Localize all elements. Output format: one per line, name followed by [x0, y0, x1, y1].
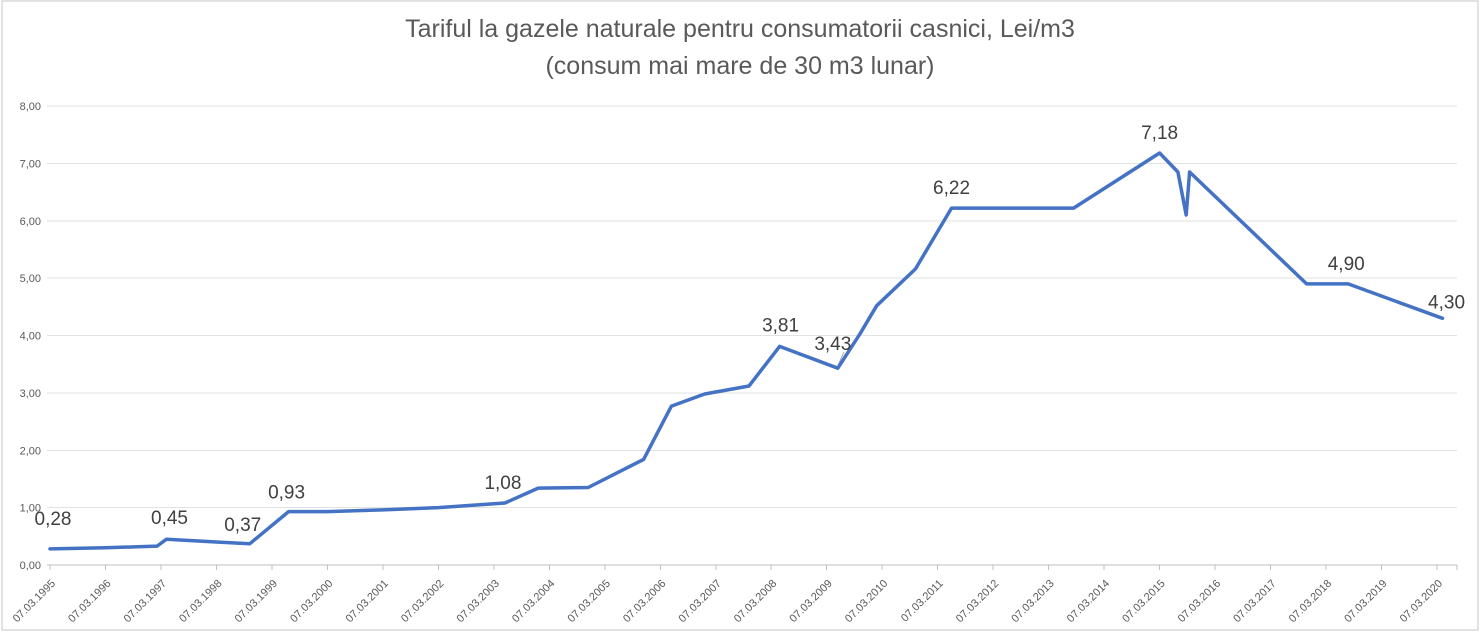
y-tick-label: 2,00 [20, 445, 41, 457]
y-tick-label: 8,00 [20, 101, 41, 113]
x-tick-label: 07.03.2003 [455, 578, 502, 625]
data-point-label: 3,81 [762, 315, 799, 336]
data-point-label: 1,08 [484, 473, 521, 494]
x-tick-label: 07.03.1998 [177, 578, 224, 625]
x-tick-label: 07.03.1997 [122, 578, 169, 625]
x-tick-label: 07.03.2005 [566, 578, 613, 625]
x-tick-label: 07.03.2007 [676, 578, 723, 625]
x-tick-label: 07.03.2011 [899, 578, 946, 625]
x-tick-label: 07.03.2004 [510, 578, 557, 625]
x-tick-label: 07.03.1995 [11, 578, 58, 625]
data-point-label: 3,43 [814, 334, 851, 355]
x-tick-label: 07.03.2010 [843, 578, 890, 625]
x-tick-label: 07.03.2008 [732, 578, 779, 625]
x-tick-label: 07.03.2016 [1176, 578, 1223, 625]
data-point-label: 0,28 [35, 509, 72, 530]
data-point-label: 7,18 [1141, 123, 1178, 144]
x-tick-label: 07.03.2019 [1342, 578, 1389, 625]
data-point-label: 4,30 [1428, 292, 1465, 313]
x-tick-label: 07.03.2000 [288, 578, 335, 625]
y-tick-label: 1,00 [20, 503, 41, 515]
x-tick-label: 07.03.2002 [399, 578, 446, 625]
data-point-label: 0,93 [268, 483, 305, 504]
data-point-label: 6,22 [933, 178, 970, 199]
y-tick-label: 6,00 [20, 216, 41, 228]
x-tick-label: 07.03.2009 [787, 578, 834, 625]
x-tick-label: 07.03.2015 [1120, 578, 1167, 625]
x-tick-label: 07.03.1996 [66, 578, 113, 625]
y-tick-label: 3,00 [20, 388, 41, 400]
y-tick-label: 7,00 [20, 158, 41, 170]
y-tick-label: 4,00 [20, 331, 41, 343]
x-tick-label: 07.03.1999 [233, 578, 280, 625]
series-line [48, 151, 1445, 551]
x-tick-label: 07.03.2018 [1287, 578, 1334, 625]
x-tick-label: 07.03.2013 [1009, 578, 1056, 625]
y-tick-label: 0,00 [20, 560, 41, 572]
y-tick-label: 5,00 [20, 273, 41, 285]
x-tick-label: 07.03.2017 [1231, 578, 1278, 625]
data-point-label: 0,37 [224, 515, 261, 536]
data-point-label: 4,90 [1328, 254, 1365, 275]
x-tick-label: 07.03.2012 [954, 578, 1001, 625]
x-tick-label: 07.03.2001 [344, 578, 391, 625]
x-tick-label: 07.03.2006 [621, 578, 668, 625]
x-tick-label: 07.03.2020 [1398, 578, 1445, 625]
data-point-label: 0,45 [151, 508, 188, 529]
x-tick-label: 07.03.2014 [1065, 578, 1112, 625]
